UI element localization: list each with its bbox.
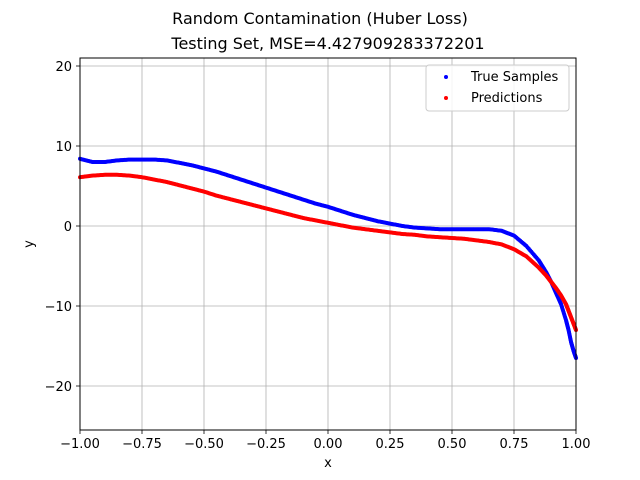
y-axis-label: y <box>22 240 37 248</box>
series-true-samples <box>78 156 578 360</box>
legend-frame <box>425 64 570 112</box>
x-tick-label: 1.00 <box>562 437 591 452</box>
legend: True Samples Predictions <box>425 64 570 112</box>
axis-ticks: −1.00 −0.75 −0.50 −0.25 0.00 0.25 0.50 0.75 1.00… <box>45 60 591 452</box>
chart-suptitle: Random Contamination (Huber Loss) <box>172 9 468 28</box>
x-axis-label: x <box>324 456 332 471</box>
legend-label-true-samples: True Samples <box>470 70 558 85</box>
x-tick-label: 0.50 <box>438 437 467 452</box>
y-tick-label: 20 <box>55 60 72 75</box>
x-tick-label: −0.25 <box>246 437 286 452</box>
y-tick-label: 0 <box>64 220 72 235</box>
x-tick-label: −0.75 <box>122 437 162 452</box>
x-tick-label: 0.00 <box>314 437 343 452</box>
x-tick-label: −0.50 <box>184 437 224 452</box>
y-tick-label: −20 <box>45 380 72 395</box>
plot-points <box>78 156 578 360</box>
x-tick-label: −1.00 <box>60 437 100 452</box>
x-tick-label: 0.75 <box>500 437 529 452</box>
y-tick-label: −10 <box>45 300 72 315</box>
legend-marker-true-samples <box>444 75 448 79</box>
x-tick-label: 0.25 <box>376 437 405 452</box>
legend-marker-predictions <box>444 96 448 100</box>
legend-label-predictions: Predictions <box>471 91 543 106</box>
series-predictions <box>78 172 578 332</box>
chart-title: Testing Set, MSE=4.427909283372201 <box>170 34 484 53</box>
y-tick-label: 10 <box>55 140 72 155</box>
